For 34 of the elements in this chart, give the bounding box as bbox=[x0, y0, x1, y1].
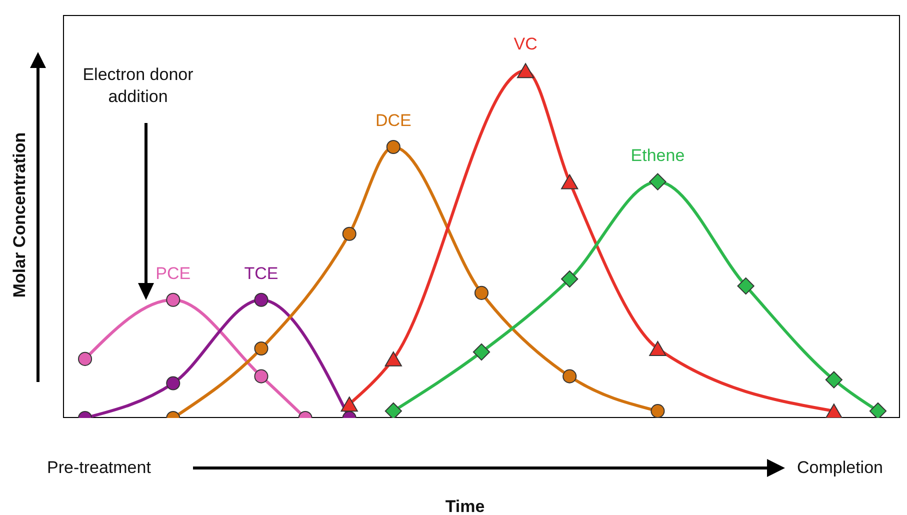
point bbox=[825, 404, 842, 418]
point bbox=[561, 270, 578, 288]
point bbox=[737, 277, 754, 295]
point bbox=[649, 341, 666, 356]
series-label: DCE bbox=[375, 111, 412, 130]
series-label: PCE bbox=[156, 264, 191, 283]
point bbox=[474, 286, 489, 300]
point bbox=[650, 404, 665, 418]
annotation: Electron donor addition bbox=[82, 64, 194, 108]
text: Completion bbox=[797, 458, 883, 478]
point bbox=[562, 369, 577, 384]
point bbox=[340, 396, 358, 412]
point bbox=[386, 140, 400, 154]
y-axis-title: Molar Concentration bbox=[10, 132, 30, 298]
point bbox=[561, 174, 578, 190]
series-label: TCE bbox=[244, 264, 278, 283]
series-label: VC bbox=[514, 34, 538, 54]
point bbox=[166, 292, 180, 307]
point bbox=[649, 173, 666, 190]
point bbox=[166, 376, 180, 390]
point bbox=[254, 292, 268, 307]
text: Pre-treatment bbox=[47, 458, 151, 478]
point bbox=[472, 343, 490, 361]
point bbox=[254, 342, 268, 356]
point bbox=[254, 369, 268, 384]
point bbox=[342, 226, 356, 241]
series-label: Ethene bbox=[630, 146, 685, 165]
x-axis-title: Time bbox=[445, 497, 485, 515]
point bbox=[825, 371, 842, 388]
point bbox=[78, 352, 92, 366]
point bbox=[869, 402, 887, 418]
point bbox=[384, 402, 402, 418]
point bbox=[384, 351, 402, 366]
point bbox=[516, 63, 534, 78]
